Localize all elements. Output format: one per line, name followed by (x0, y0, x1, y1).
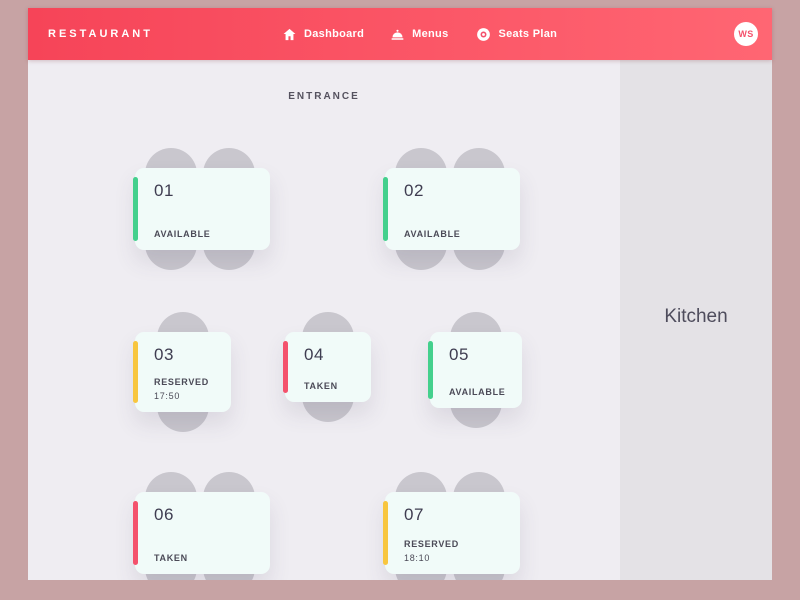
table-number: 03 (154, 345, 174, 364)
home-icon (282, 27, 297, 42)
table-card-03[interactable]: 03 RESERVED 17:50 (133, 332, 231, 412)
table-number: 06 (154, 505, 174, 524)
entrance-label: ENTRANCE (288, 91, 360, 102)
table-05: 05 AVAILABLE (428, 312, 522, 428)
table-reserved-time: 18:10 (404, 553, 431, 563)
table-status: TAKEN (154, 553, 188, 563)
main-nav: Dashboard Menus Seats Plan (282, 8, 557, 60)
app-window: RESTAURANT Dashboard Menus Seats Plan (28, 8, 772, 580)
status-accent-bar (428, 341, 433, 399)
table-reserved-time: 17:50 (154, 391, 181, 401)
table-01: 01 AVAILABLE (133, 148, 270, 270)
table-02: 02 AVAILABLE (383, 148, 520, 270)
nav-item-menus[interactable]: Menus (390, 27, 448, 42)
user-avatar[interactable]: WS (734, 22, 758, 46)
table-card-04[interactable]: 04 TAKEN (283, 332, 371, 402)
table-status: AVAILABLE (404, 229, 461, 239)
status-accent-bar (383, 177, 388, 241)
table-04: 04 TAKEN (283, 312, 371, 422)
nav-item-label: Seats Plan (498, 28, 558, 40)
seats-plan-icon (475, 26, 492, 43)
table-number: 07 (404, 505, 424, 524)
top-navbar: RESTAURANT Dashboard Menus Seats Plan (28, 8, 772, 60)
status-accent-bar (383, 501, 388, 565)
floor-plan: ENTRANCE 01 AVAILABLE 02 (28, 60, 772, 580)
table-card-05[interactable]: 05 AVAILABLE (428, 332, 522, 408)
table-number: 02 (404, 181, 424, 200)
nav-item-label: Menus (412, 28, 449, 40)
table-card-06[interactable]: 06 TAKEN (133, 492, 270, 574)
table-number: 05 (449, 345, 469, 364)
table-07: 07 RESERVED 18:10 (383, 472, 520, 580)
nav-item-seats-plan[interactable]: Seats Plan (475, 26, 558, 43)
status-accent-bar (133, 501, 138, 565)
table-status: RESERVED (154, 377, 209, 387)
nav-item-label: Dashboard (304, 28, 365, 40)
table-number: 01 (154, 181, 174, 200)
table-number: 04 (304, 345, 324, 364)
nav-item-dashboard[interactable]: Dashboard (282, 27, 364, 42)
status-accent-bar (283, 341, 288, 393)
table-status: RESERVED (404, 539, 459, 549)
table-status: AVAILABLE (154, 229, 211, 239)
brand-logo: RESTAURANT (48, 28, 153, 40)
status-accent-bar (133, 177, 138, 241)
table-06: 06 TAKEN (133, 472, 270, 580)
table-card-01[interactable]: 01 AVAILABLE (133, 168, 270, 250)
status-accent-bar (133, 341, 138, 403)
table-03: 03 RESERVED 17:50 (133, 312, 231, 432)
table-card-07[interactable]: 07 RESERVED 18:10 (383, 492, 520, 574)
table-status: AVAILABLE (449, 387, 506, 397)
cloche-icon (390, 27, 405, 42)
kitchen-label: Kitchen (664, 306, 728, 327)
table-card-02[interactable]: 02 AVAILABLE (383, 168, 520, 250)
table-status: TAKEN (304, 381, 338, 391)
kitchen-area: Kitchen (620, 60, 772, 580)
